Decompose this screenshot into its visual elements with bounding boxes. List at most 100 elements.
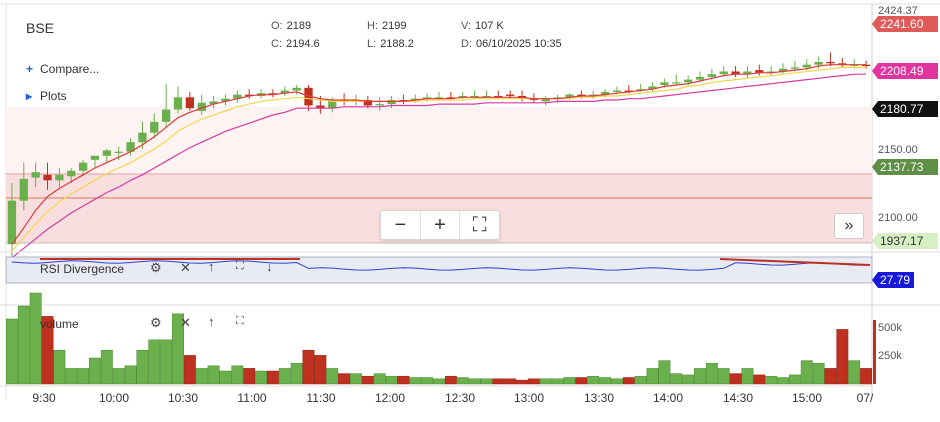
price-tag [872, 159, 938, 175]
ohlc-low: L: 2188.2 [367, 38, 414, 50]
volume-bar [255, 370, 267, 385]
volume-bar [397, 375, 410, 385]
close-icon[interactable]: ✕ [180, 260, 191, 275]
volume-bar [765, 375, 778, 385]
volume-bar [29, 292, 42, 385]
volume-bar [338, 373, 351, 385]
candle-body [78, 162, 88, 171]
volume-bar [433, 378, 445, 385]
volume-bar [788, 374, 801, 385]
candle-body [446, 97, 456, 99]
volume-bar [599, 377, 612, 385]
price-tag [872, 101, 938, 117]
volume-bar [800, 360, 813, 385]
close-icon[interactable]: ✕ [180, 315, 191, 330]
x-tick-label: 11:00 [237, 391, 266, 405]
candle-body [577, 94, 586, 96]
candle-body [838, 63, 847, 65]
candle-body [150, 121, 159, 133]
volume-bar [231, 365, 244, 385]
volume-bar [136, 349, 149, 385]
candle-body [399, 100, 408, 102]
volume-bar [160, 339, 173, 385]
arrow-up-icon[interactable]: ↑ [208, 314, 215, 329]
x-tick-label: 12:30 [445, 391, 475, 405]
candle-body [553, 97, 562, 99]
volume-bar [777, 377, 789, 385]
volume-bar [183, 355, 196, 385]
expand-icon[interactable]: ⛶ [236, 315, 244, 327]
volume-bar [409, 377, 422, 385]
expand-icon[interactable]: ⛶ [236, 260, 244, 272]
arrow-up-icon[interactable]: ↑ [208, 259, 215, 274]
candle-body [328, 100, 337, 109]
candle-body [197, 102, 206, 111]
scroll-forward-button[interactable]: » [834, 213, 864, 239]
candle-body [790, 67, 800, 69]
ohlc-open: O: 2189 [271, 20, 312, 32]
candle-body [245, 94, 254, 96]
compare-button[interactable]: + Compare... [26, 62, 99, 76]
volume-bar [373, 373, 386, 385]
volume-tick-label: 500k [878, 322, 902, 334]
x-tick-label: 14:30 [723, 391, 753, 405]
candle-body [55, 174, 64, 181]
y-tick-label: 2100.00 [878, 212, 918, 224]
zoom-in-button[interactable]: + [421, 211, 461, 239]
volume-bar [611, 378, 623, 385]
plots-button[interactable]: ▸ Plots [26, 89, 67, 103]
candle-body [743, 71, 752, 75]
zoom-out-button[interactable]: − [381, 211, 421, 239]
volume-bar [421, 377, 434, 385]
volume-bar [5, 318, 18, 385]
volume-bar [266, 370, 279, 385]
plus-icon: + [26, 62, 34, 76]
candle-body [114, 151, 123, 153]
ma-mid-line [11, 66, 867, 252]
candle-body [600, 91, 610, 95]
volume-bar [290, 362, 303, 385]
volume-bar [314, 355, 327, 385]
candle-body [683, 79, 693, 83]
volume-bar [824, 368, 837, 385]
x-tick-label: 11:30 [306, 391, 335, 405]
volume-bar [65, 368, 78, 385]
volume-bar [77, 368, 90, 385]
volume-bar [634, 375, 647, 385]
volume-bar [551, 378, 564, 385]
volume-bar [480, 378, 493, 385]
candle-body [138, 132, 147, 143]
candle-body [339, 100, 349, 102]
candle-body [434, 97, 444, 99]
volume-bar [658, 360, 671, 385]
volume-bar [278, 368, 291, 385]
candle-body [43, 174, 52, 181]
volume-bar [682, 374, 695, 385]
candle-body [209, 101, 218, 105]
y-tick-label: 2150.00 [878, 144, 918, 156]
x-tick-label: 13:30 [584, 391, 614, 405]
volume-bar [729, 373, 742, 385]
candle-body [541, 98, 550, 102]
volume-bar [17, 305, 30, 385]
gear-icon[interactable]: ⚙ [150, 315, 162, 330]
candle-body [351, 100, 361, 102]
candle-body [778, 68, 788, 72]
volume-bar [100, 349, 113, 385]
candle-body [494, 95, 503, 98]
candle-body [565, 94, 574, 98]
candle-body [506, 94, 515, 96]
candle-body [90, 155, 100, 160]
x-tick-label: 10:30 [168, 391, 198, 405]
arrow-down-icon[interactable]: ↓ [266, 259, 273, 274]
volume-bar [527, 378, 540, 385]
candle-body [802, 64, 811, 68]
price-tag-label: 2241.60 [880, 17, 924, 31]
plots-label: Plots [40, 89, 67, 103]
fullscreen-button[interactable]: ⛶ [472, 213, 487, 236]
candle-body [660, 82, 669, 86]
gear-icon[interactable]: ⚙ [150, 260, 162, 275]
candle-body [767, 71, 776, 73]
